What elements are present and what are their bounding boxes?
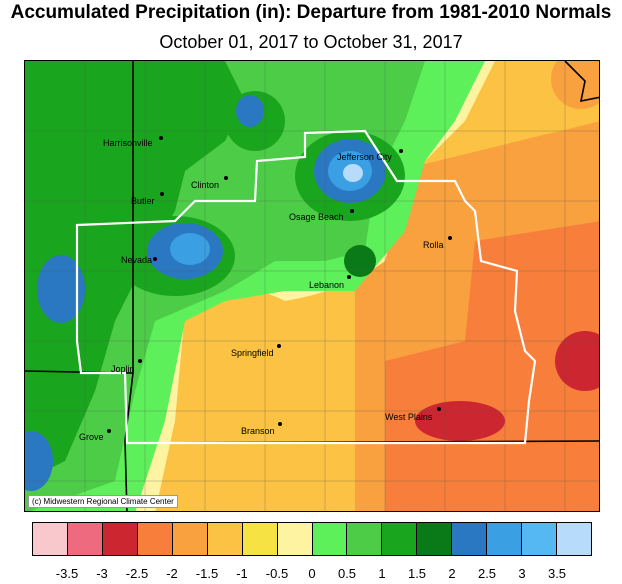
color-legend bbox=[32, 522, 592, 556]
legend-swatch bbox=[102, 523, 138, 555]
city-dot-clinton bbox=[224, 176, 228, 180]
legend-tick-label: -1.5 bbox=[195, 566, 219, 581]
region-lightblue-jefferson bbox=[343, 164, 363, 182]
legend-swatch bbox=[67, 523, 103, 555]
city-label-rolla: Rolla bbox=[423, 240, 444, 250]
city-dot-west-plains bbox=[437, 407, 441, 411]
city-label-grove: Grove bbox=[79, 432, 104, 442]
city-dot-butler bbox=[160, 192, 164, 196]
legend-tick-label: 0 bbox=[308, 566, 316, 581]
legend-swatch bbox=[452, 523, 488, 555]
legend-swatch bbox=[557, 523, 591, 555]
map-graphic bbox=[25, 61, 599, 511]
credit-label: (c) Midwestern Regional Climate Center bbox=[28, 495, 178, 508]
city-label-harrisonville: Harrisonville bbox=[103, 138, 153, 148]
region-blue-mid-nevada bbox=[170, 233, 210, 265]
legend-tick-label: 0.5 bbox=[337, 566, 357, 581]
region-red-east bbox=[555, 331, 599, 391]
legend-swatch bbox=[172, 523, 208, 555]
city-label-butler: Butler bbox=[131, 196, 155, 206]
city-label-osage-beach: Osage Beach bbox=[289, 212, 344, 222]
legend-tick-label: -1 bbox=[236, 566, 248, 581]
region-blue-west bbox=[37, 255, 85, 323]
forecast-area-outline bbox=[75, 129, 537, 445]
county-lines bbox=[25, 61, 599, 511]
city-label-jefferson-city: Jefferson City bbox=[337, 152, 392, 162]
city-dot-harrisonville bbox=[159, 136, 163, 140]
legend-tick-label: 1.5 bbox=[407, 566, 427, 581]
city-label-nevada: Nevada bbox=[121, 255, 153, 265]
precipitation-map: Harrisonville Jefferson City Clinton But… bbox=[24, 60, 600, 512]
city-label-clinton: Clinton bbox=[191, 180, 220, 190]
city-dot-osage-beach bbox=[350, 209, 354, 213]
city-dot-grove bbox=[107, 429, 111, 433]
legend-swatch bbox=[137, 523, 173, 555]
map-subtitle: October 01, 2017 to October 31, 2017 bbox=[159, 32, 463, 52]
legend-swatch bbox=[207, 523, 243, 555]
city-dot-joplin bbox=[138, 359, 142, 363]
city-label-branson: Branson bbox=[241, 426, 275, 436]
city-label-springfield: Springfield bbox=[231, 348, 274, 358]
legend-tick-label: -2 bbox=[166, 566, 178, 581]
legend-swatch bbox=[347, 523, 383, 555]
legend-tick-label: -3.5 bbox=[55, 566, 79, 581]
legend-swatch bbox=[277, 523, 313, 555]
map-title: Accumulated Precipitation (in): Departur… bbox=[10, 2, 612, 23]
legend-tick-label: 1 bbox=[378, 566, 386, 581]
legend-swatch bbox=[487, 523, 523, 555]
legend-tick-label: -3 bbox=[96, 566, 108, 581]
legend-tick-label: 3 bbox=[518, 566, 526, 581]
city-dot-rolla bbox=[448, 236, 452, 240]
legend-swatch bbox=[382, 523, 418, 555]
city-dot-lebanon bbox=[347, 275, 351, 279]
legend-swatch bbox=[242, 523, 278, 555]
legend-tick-label: 3.5 bbox=[547, 566, 567, 581]
legend-swatch bbox=[312, 523, 348, 555]
legend-swatch bbox=[522, 523, 558, 555]
legend-tick-label: -2.5 bbox=[125, 566, 149, 581]
city-dot-jefferson-city bbox=[399, 149, 403, 153]
region-blue-southwest bbox=[25, 431, 53, 491]
city-label-joplin: Joplin bbox=[111, 364, 135, 374]
legend-swatch bbox=[33, 523, 68, 555]
city-label-west-plains: West Plains bbox=[385, 412, 433, 422]
legend-tick-label: -0.5 bbox=[265, 566, 289, 581]
city-dot-springfield bbox=[277, 344, 281, 348]
legend-tick-label: 2 bbox=[448, 566, 456, 581]
region-orange-northeast bbox=[551, 61, 599, 109]
region-blue-north bbox=[236, 95, 264, 127]
city-label-lebanon: Lebanon bbox=[309, 280, 345, 290]
city-dot-nevada bbox=[153, 257, 157, 261]
legend-tick-label: 2.5 bbox=[477, 566, 497, 581]
legend-swatch bbox=[417, 523, 453, 555]
region-darkest-green-lebanon bbox=[344, 245, 376, 277]
city-dot-branson bbox=[278, 422, 282, 426]
